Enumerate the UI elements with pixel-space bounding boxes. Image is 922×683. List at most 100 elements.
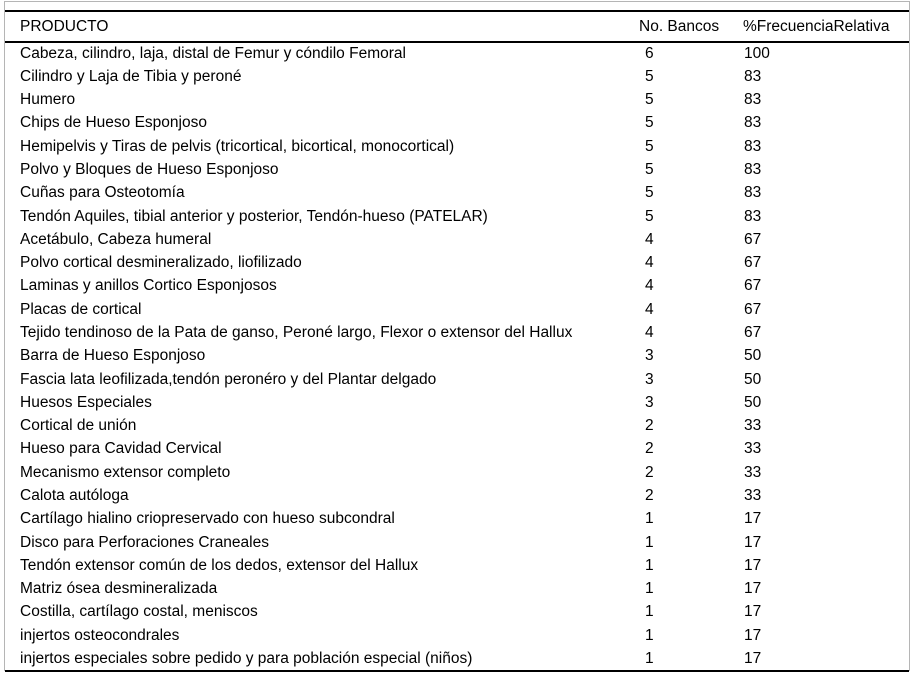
table-row: Hueso para Cavidad Cervical 2 33: [5, 438, 909, 461]
product-cell: Chips de Hueso Esponjoso: [20, 114, 207, 132]
table-row: Tendón extensor común de los dedos, exte…: [5, 554, 909, 577]
product-cell: Humero: [20, 91, 76, 109]
frecuencia-cell: 50: [744, 347, 762, 365]
product-cell: Costilla, cartílago costal, meniscos: [20, 603, 258, 621]
frecuencia-cell: 67: [744, 300, 762, 318]
bancos-cell: 4: [645, 230, 654, 248]
table-row: Disco para Perforaciones Craneales 1 17: [5, 531, 909, 554]
frecuencia-cell: 33: [744, 486, 762, 504]
frecuencia-cell: 17: [744, 556, 762, 574]
product-cell: Hemipelvis y Tiras de pelvis (tricortica…: [20, 137, 455, 155]
table-body: Cabeza, cilindro, laja, distal de Femur …: [5, 42, 909, 671]
product-cell: Tejido tendinoso de la Pata de ganso, Pe…: [20, 324, 573, 342]
product-cell: Hueso para Cavidad Cervical: [20, 440, 222, 458]
bancos-cell: 2: [645, 463, 654, 481]
bancos-cell: 3: [645, 393, 654, 411]
table-row: Tendón Aquiles, tibial anterior y poster…: [5, 205, 909, 228]
bancos-cell: 5: [645, 67, 654, 85]
frecuencia-cell: 83: [744, 207, 762, 225]
bancos-cell: 5: [645, 184, 654, 202]
table-row: Polvo cortical desmineralizado, liofiliz…: [5, 252, 909, 275]
table-row: Cartílago hialino criopreservado con hue…: [5, 508, 909, 531]
products-table: PRODUCTO No. Bancos %FrecuenciaRelativa …: [5, 10, 909, 672]
bancos-cell: 5: [645, 161, 654, 179]
products-table-frame: PRODUCTO No. Bancos %FrecuenciaRelativa …: [4, 1, 910, 672]
table-row: Acetábulo, Cabeza humeral 4 67: [5, 228, 909, 251]
frecuencia-cell: 17: [744, 626, 762, 644]
frecuencia-cell: 83: [744, 67, 762, 85]
bancos-cell: 1: [645, 510, 654, 528]
bancos-cell: 2: [645, 440, 654, 458]
product-cell: Matriz ósea desmineralizada: [20, 580, 218, 598]
product-cell: Calota autóloga: [20, 486, 129, 504]
frecuencia-cell: 67: [744, 230, 762, 248]
product-cell: Cuñas para Osteotomía: [20, 184, 185, 202]
bancos-cell: 1: [645, 580, 654, 598]
frecuencia-cell: 50: [744, 370, 762, 388]
header-bancos: No. Bancos: [639, 17, 720, 35]
header-frecuencia: %FrecuenciaRelativa: [743, 17, 890, 35]
frecuencia-cell: 83: [744, 114, 762, 132]
bancos-cell: 5: [645, 137, 654, 155]
table-row: Matriz ósea desmineralizada 1 17: [5, 577, 909, 600]
bancos-cell: 1: [645, 626, 654, 644]
frecuencia-cell: 33: [744, 417, 762, 435]
table-row: Laminas y anillos Cortico Esponjosos 4 67: [5, 275, 909, 298]
product-cell: Tendón Aquiles, tibial anterior y poster…: [20, 207, 488, 225]
frecuencia-cell: 50: [744, 393, 762, 411]
table-header: PRODUCTO No. Bancos %FrecuenciaRelativa: [5, 11, 909, 42]
bancos-cell: 2: [645, 417, 654, 435]
table-row: injertos osteocondrales 1 17: [5, 624, 909, 647]
table-row: Huesos Especiales 3 50: [5, 391, 909, 414]
bancos-cell: 1: [645, 556, 654, 574]
frecuencia-cell: 17: [744, 533, 762, 551]
table-row: Costilla, cartílago costal, meniscos 1 17: [5, 601, 909, 624]
table-row: Cilindro y Laja de Tibia y peroné 5 83: [5, 65, 909, 88]
frecuencia-cell: 83: [744, 91, 762, 109]
bancos-cell: 6: [645, 45, 654, 63]
bancos-cell: 1: [645, 649, 654, 667]
product-cell: Huesos Especiales: [20, 393, 152, 411]
bancos-cell: 4: [645, 254, 654, 272]
product-cell: Cortical de unión: [20, 417, 137, 435]
bancos-cell: 1: [645, 533, 654, 551]
bancos-cell: 4: [645, 300, 654, 318]
table-row: Hemipelvis y Tiras de pelvis (tricortica…: [5, 135, 909, 158]
product-cell: Acetábulo, Cabeza humeral: [20, 230, 212, 248]
frecuencia-cell: 67: [744, 277, 762, 295]
bancos-cell: 2: [645, 486, 654, 504]
bancos-cell: 5: [645, 114, 654, 132]
bancos-cell: 4: [645, 277, 654, 295]
table-row: Polvo y Bloques de Hueso Esponjoso 5 83: [5, 158, 909, 181]
table-row: Calota autóloga 2 33: [5, 484, 909, 507]
bancos-cell: 4: [645, 324, 654, 342]
product-cell: Mecanismo extensor completo: [20, 463, 231, 481]
product-cell: Tendón extensor común de los dedos, exte…: [20, 556, 419, 574]
product-cell: Placas de cortical: [20, 300, 142, 318]
table-row: Tejido tendinoso de la Pata de ganso, Pe…: [5, 321, 909, 344]
bancos-cell: 5: [645, 91, 654, 109]
table-row: Cabeza, cilindro, laja, distal de Femur …: [5, 42, 909, 65]
product-cell: Disco para Perforaciones Craneales: [20, 533, 269, 551]
product-cell: Polvo y Bloques de Hueso Esponjoso: [20, 161, 279, 179]
product-cell: injertos especiales sobre pedido y para …: [20, 649, 473, 667]
table-row: Placas de cortical 4 67: [5, 298, 909, 321]
table-row: Mecanismo extensor completo 2 33: [5, 461, 909, 484]
product-cell: Polvo cortical desmineralizado, liofiliz…: [20, 254, 302, 272]
frecuencia-cell: 83: [744, 184, 762, 202]
product-cell: Barra de Hueso Esponjoso: [20, 347, 206, 365]
table-row: injertos especiales sobre pedido y para …: [5, 647, 909, 671]
bancos-cell: 1: [645, 603, 654, 621]
frecuencia-cell: 33: [744, 463, 762, 481]
table-row: Cortical de unión 2 33: [5, 415, 909, 438]
product-cell: Cilindro y Laja de Tibia y peroné: [20, 67, 242, 85]
table-row: Barra de Hueso Esponjoso 3 50: [5, 345, 909, 368]
header-row: PRODUCTO No. Bancos %FrecuenciaRelativa: [5, 11, 909, 42]
table-row: Humero 5 83: [5, 89, 909, 112]
frecuencia-cell: 33: [744, 440, 762, 458]
product-cell: injertos osteocondrales: [20, 626, 180, 644]
bancos-cell: 3: [645, 347, 654, 365]
bancos-cell: 3: [645, 370, 654, 388]
frecuencia-cell: 17: [744, 603, 762, 621]
header-producto: PRODUCTO: [20, 17, 109, 35]
